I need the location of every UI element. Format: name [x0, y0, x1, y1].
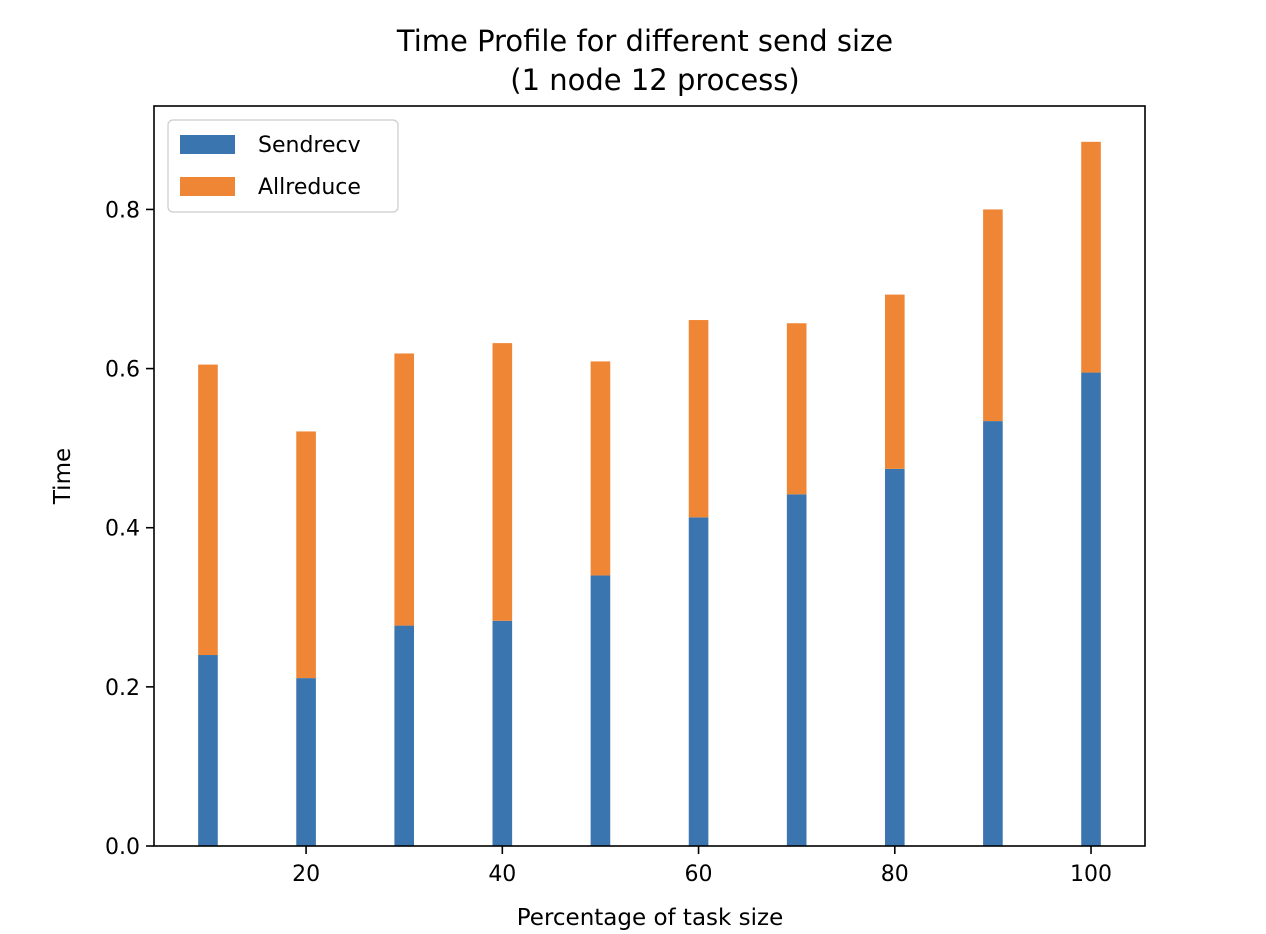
chart-title-line-2: (1 node 12 process) — [510, 63, 799, 97]
bar-allreduce-70 — [786, 323, 807, 495]
bar-sendrecv-80 — [884, 468, 905, 846]
legend-label-allreduce: Allreduce — [258, 175, 361, 200]
y-tick-label: 0.2 — [105, 676, 140, 701]
bar-allreduce-50 — [590, 361, 611, 576]
bar-sendrecv-60 — [688, 517, 709, 846]
bar-allreduce-30 — [394, 353, 415, 626]
x-tick-label: 80 — [881, 862, 909, 887]
bars-group — [198, 141, 1101, 846]
bar-sendrecv-10 — [198, 655, 218, 846]
y-tick-label: 0.8 — [105, 198, 140, 223]
bar-sendrecv-70 — [786, 494, 807, 846]
bar-allreduce-80 — [884, 294, 905, 469]
bar-allreduce-40 — [492, 343, 513, 621]
bar-sendrecv-40 — [492, 620, 513, 846]
legend-swatch-sendrecv — [180, 135, 235, 154]
y-axis-label: Time — [50, 448, 76, 505]
legend: Sendrecv Allreduce — [167, 119, 399, 213]
chart-title-line-1: Time Profile for different send size — [396, 24, 893, 58]
y-axis-ticks: 0.0 0.2 0.4 0.6 0.8 — [105, 198, 154, 860]
bar-allreduce-10 — [198, 364, 218, 656]
bar-sendrecv-90 — [983, 421, 1003, 846]
bar-sendrecv-100 — [1081, 372, 1101, 846]
bar-allreduce-60 — [688, 320, 709, 518]
bar-sendrecv-50 — [590, 575, 611, 846]
y-tick-label: 0.4 — [105, 517, 140, 542]
bar-allreduce-90 — [983, 209, 1003, 422]
bar-sendrecv-20 — [296, 678, 316, 846]
bar-allreduce-20 — [296, 431, 316, 679]
x-tick-label: 100 — [1070, 862, 1112, 887]
y-tick-label: 0.0 — [105, 835, 140, 860]
bar-allreduce-100 — [1081, 141, 1101, 373]
plot-frame — [153, 105, 1146, 847]
legend-swatch-allreduce — [180, 177, 235, 196]
x-tick-label: 60 — [685, 862, 713, 887]
x-axis-ticks: 20 40 60 80 100 — [292, 846, 1112, 887]
legend-label-sendrecv: Sendrecv — [258, 133, 361, 158]
bar-sendrecv-30 — [394, 625, 415, 846]
x-tick-label: 20 — [292, 862, 320, 887]
y-tick-label: 0.6 — [105, 358, 140, 383]
x-axis-label: Percentage of task size — [517, 905, 784, 931]
x-tick-label: 40 — [488, 862, 516, 887]
